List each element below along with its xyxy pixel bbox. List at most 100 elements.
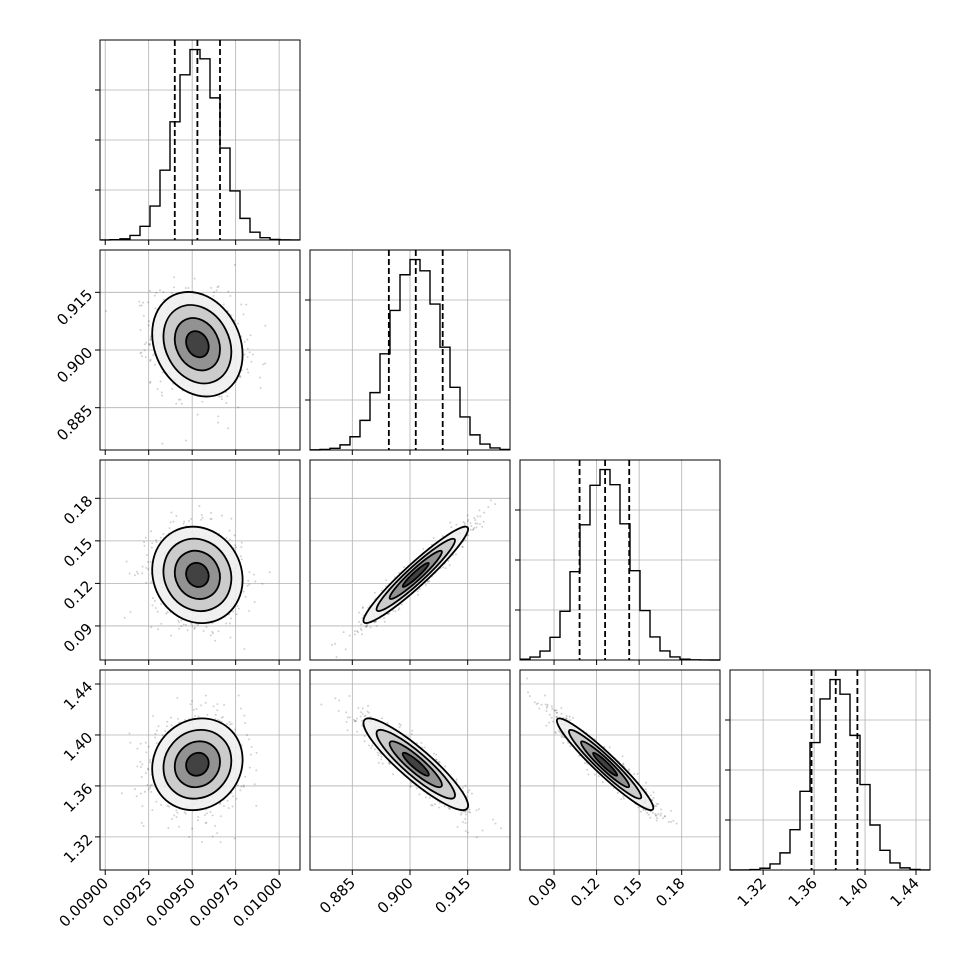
sample-point: [398, 607, 401, 610]
sample-point: [255, 804, 258, 807]
sample-point: [434, 758, 437, 761]
sample-point: [248, 351, 251, 354]
sample-point: [212, 294, 215, 297]
sample-point: [228, 538, 231, 541]
panel-2-0: 0.090.120.150.18: [60, 459, 301, 665]
sample-point: [358, 611, 361, 614]
sample-point: [652, 796, 655, 799]
sample-point: [356, 630, 359, 633]
sample-point: [444, 567, 447, 570]
sample-point: [204, 814, 207, 817]
sample-point: [239, 789, 242, 792]
panel-content: [520, 670, 720, 870]
contour-line: [173, 740, 221, 789]
sample-point: [353, 633, 356, 636]
sample-point: [346, 729, 349, 732]
ytick-label: 0.12: [60, 577, 96, 613]
sample-point: [356, 730, 359, 733]
sample-point: [153, 294, 156, 297]
sample-point: [150, 790, 153, 793]
sample-point: [361, 617, 364, 620]
sample-point: [210, 511, 213, 514]
sample-point: [166, 720, 169, 723]
sample-point: [482, 520, 485, 523]
sample-point: [364, 714, 367, 717]
sample-point: [479, 515, 482, 518]
sample-point: [449, 521, 452, 524]
sample-point: [459, 813, 462, 816]
sample-point: [200, 514, 203, 517]
sample-point: [184, 623, 187, 626]
sample-point: [141, 763, 144, 766]
sample-point: [225, 401, 228, 404]
sample-point: [209, 634, 212, 637]
sample-point: [364, 625, 367, 628]
sample-point: [417, 593, 420, 596]
sample-point: [140, 351, 143, 354]
contour-line: [185, 330, 210, 359]
sample-point: [179, 398, 182, 401]
sample-point: [139, 329, 142, 332]
sample-point: [368, 744, 371, 747]
sample-point: [383, 620, 386, 623]
sample-point: [146, 553, 149, 556]
sample-point: [354, 720, 357, 723]
sample-point: [145, 566, 148, 569]
sample-point: [242, 590, 245, 593]
sample-point: [149, 380, 152, 383]
sample-point: [420, 741, 423, 744]
sample-point: [177, 717, 180, 720]
sample-point: [448, 564, 451, 567]
panel-content: [310, 670, 510, 870]
sample-point: [478, 509, 481, 512]
sample-point: [147, 301, 150, 304]
sample-point: [363, 740, 366, 743]
sample-point: [180, 402, 183, 405]
sample-point: [139, 742, 142, 745]
panel-frame: [519, 459, 721, 661]
sample-point: [151, 542, 154, 545]
sample-point: [143, 544, 146, 547]
sample-point: [428, 796, 431, 799]
sample-point: [147, 768, 150, 771]
sample-point: [240, 546, 243, 549]
sample-point: [636, 772, 639, 775]
sample-point: [237, 607, 240, 610]
sample-point: [236, 604, 239, 607]
sample-point: [217, 285, 220, 288]
sample-point: [558, 731, 561, 734]
sample-point: [237, 406, 240, 409]
sample-point: [432, 752, 435, 755]
sample-point: [362, 606, 365, 609]
sample-point: [447, 806, 450, 809]
sample-point: [155, 800, 158, 803]
sample-point: [357, 706, 360, 709]
sample-point: [398, 722, 401, 725]
sample-point: [388, 762, 391, 765]
sample-point: [371, 744, 374, 747]
sample-point: [246, 355, 249, 358]
sample-point: [450, 526, 453, 529]
sample-point: [180, 619, 183, 622]
sample-point: [170, 716, 173, 719]
sample-point: [216, 832, 219, 835]
sample-point: [533, 701, 536, 704]
sample-point: [655, 814, 658, 817]
sample-point: [424, 583, 427, 586]
sample-point: [380, 755, 383, 758]
sample-point: [184, 812, 187, 815]
sample-point: [426, 580, 429, 583]
sample-point: [438, 801, 441, 804]
sample-point: [133, 788, 136, 791]
sample-point: [193, 627, 196, 630]
sample-point: [154, 736, 157, 739]
sample-point: [330, 643, 333, 646]
sample-point: [147, 745, 150, 748]
sample-point: [160, 622, 163, 625]
contour-line: [151, 291, 244, 398]
sample-point: [149, 381, 152, 384]
sample-point: [359, 627, 362, 630]
sample-point: [473, 526, 476, 529]
